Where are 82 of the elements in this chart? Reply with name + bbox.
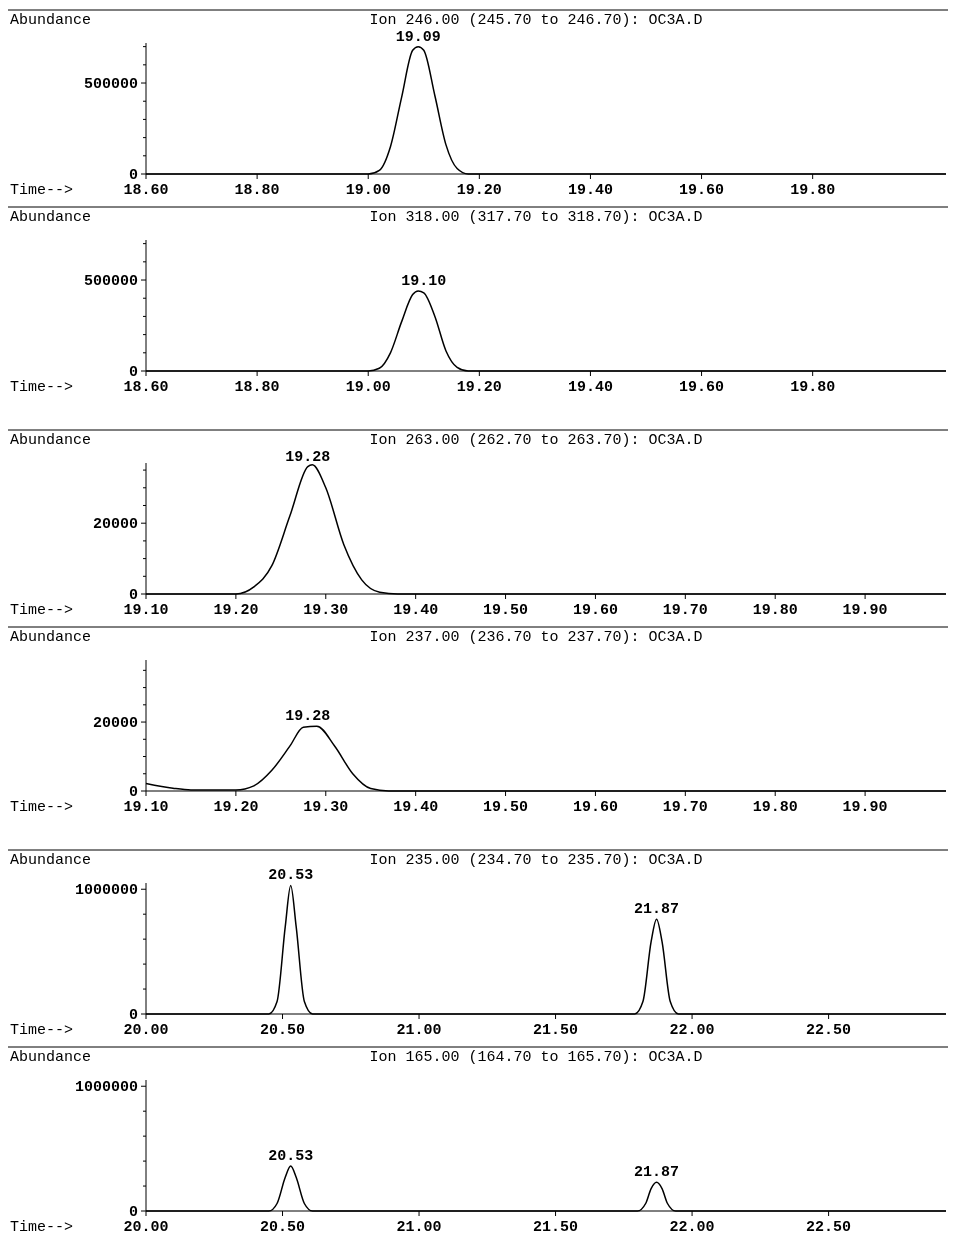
chart-title: Ion 318.00 (317.70 to 318.70): OC3A.D — [369, 209, 703, 226]
x-tick-label: 19.10 — [123, 602, 169, 619]
annotation: 19.28 — [285, 448, 331, 466]
x-tick-label: 19.10 — [123, 799, 169, 816]
x-tick-label: 18.80 — [234, 182, 280, 199]
x-tick-label: 19.50 — [483, 799, 529, 816]
chart-title: Ion 165.00 (164.70 to 165.70): OC3A.D — [369, 1049, 703, 1066]
x-tick-label: 19.00 — [345, 182, 391, 199]
y-tick-label: 20000 — [92, 516, 138, 534]
x-tick-label: 19.80 — [752, 799, 798, 816]
y-tick-label: 500000 — [83, 76, 138, 94]
x-tick-label: 18.80 — [234, 379, 280, 396]
y-tick-label: 1000000 — [74, 882, 138, 900]
annotation: 21.87 — [634, 1164, 680, 1182]
y-tick-label: 0 — [128, 167, 138, 184]
x-tick-label: 19.20 — [213, 799, 259, 816]
x-tick-label: 19.30 — [303, 602, 349, 619]
x-tick-label: 22.00 — [669, 1219, 715, 1236]
x-axis-title: Time--> — [10, 379, 74, 396]
x-tick-label: 19.30 — [303, 799, 349, 816]
x-tick-label: 19.80 — [790, 182, 836, 199]
x-tick-label: 20.00 — [123, 1022, 169, 1039]
y-axis-title: Abundance — [10, 629, 92, 646]
y-tick-label: 0 — [128, 1007, 138, 1024]
x-tick-label: 19.40 — [393, 602, 439, 619]
annotation: 19.09 — [395, 28, 441, 46]
x-tick-label: 19.00 — [345, 379, 391, 396]
x-tick-label: 19.60 — [679, 379, 725, 396]
chart-title: Ion 246.00 (245.70 to 246.70): OC3A.D — [369, 12, 703, 29]
x-tick-label: 19.60 — [572, 799, 618, 816]
y-tick-label: 0 — [128, 364, 138, 381]
x-tick-label: 19.60 — [572, 602, 618, 619]
y-tick-label: 500000 — [83, 273, 138, 291]
x-axis-title: Time--> — [10, 1022, 74, 1039]
annotation: 19.28 — [285, 708, 331, 726]
x-tick-label: 19.90 — [842, 602, 888, 619]
x-tick-label: 21.00 — [396, 1022, 442, 1039]
x-axis-title: Time--> — [10, 1219, 74, 1236]
y-tick-label: 0 — [128, 587, 138, 604]
y-axis-title: Abundance — [10, 432, 92, 449]
annotation: 19.10 — [401, 272, 447, 290]
x-tick-label: 19.90 — [842, 799, 888, 816]
chart-title: Ion 235.00 (234.70 to 235.70): OC3A.D — [369, 852, 703, 869]
x-tick-label: 21.50 — [533, 1022, 579, 1039]
y-axis-title: Abundance — [10, 209, 92, 226]
y-axis-title: Abundance — [10, 852, 92, 869]
y-tick-label: 0 — [128, 1204, 138, 1221]
x-tick-label: 22.50 — [806, 1022, 852, 1039]
annotation: 21.87 — [634, 901, 680, 919]
x-axis-title: Time--> — [10, 602, 74, 619]
x-tick-label: 19.70 — [662, 799, 708, 816]
x-tick-label: 21.00 — [396, 1219, 442, 1236]
chart-title: Ion 237.00 (236.70 to 237.70): OC3A.D — [369, 629, 703, 646]
y-tick-label: 1000000 — [74, 1079, 138, 1097]
x-tick-label: 22.50 — [806, 1219, 852, 1236]
x-tick-label: 19.40 — [567, 182, 613, 199]
x-tick-label: 19.80 — [752, 602, 798, 619]
x-axis-title: Time--> — [10, 182, 74, 199]
y-tick-label: 20000 — [92, 715, 138, 733]
x-tick-label: 20.50 — [260, 1022, 306, 1039]
x-tick-label: 19.20 — [213, 602, 259, 619]
x-tick-label: 19.40 — [393, 799, 439, 816]
x-tick-label: 19.20 — [456, 379, 502, 396]
x-tick-label: 18.60 — [123, 182, 169, 199]
x-axis-title: Time--> — [10, 799, 74, 816]
x-tick-label: 20.50 — [260, 1219, 306, 1236]
y-axis-title: Abundance — [10, 12, 92, 29]
x-tick-label: 21.50 — [533, 1219, 579, 1236]
x-tick-label: 19.80 — [790, 379, 836, 396]
x-tick-label: 22.00 — [669, 1022, 715, 1039]
x-tick-label: 18.60 — [123, 379, 169, 396]
annotation: 20.53 — [268, 1148, 314, 1166]
x-tick-label: 19.20 — [456, 182, 502, 199]
x-tick-label: 19.60 — [679, 182, 725, 199]
x-tick-label: 19.50 — [483, 602, 529, 619]
x-tick-label: 19.40 — [567, 379, 613, 396]
x-tick-label: 20.00 — [123, 1219, 169, 1236]
y-tick-label: 0 — [128, 784, 138, 801]
chart-title: Ion 263.00 (262.70 to 263.70): OC3A.D — [369, 432, 703, 449]
y-axis-title: Abundance — [10, 1049, 92, 1066]
annotation: 20.53 — [268, 867, 314, 885]
x-tick-label: 19.70 — [662, 602, 708, 619]
